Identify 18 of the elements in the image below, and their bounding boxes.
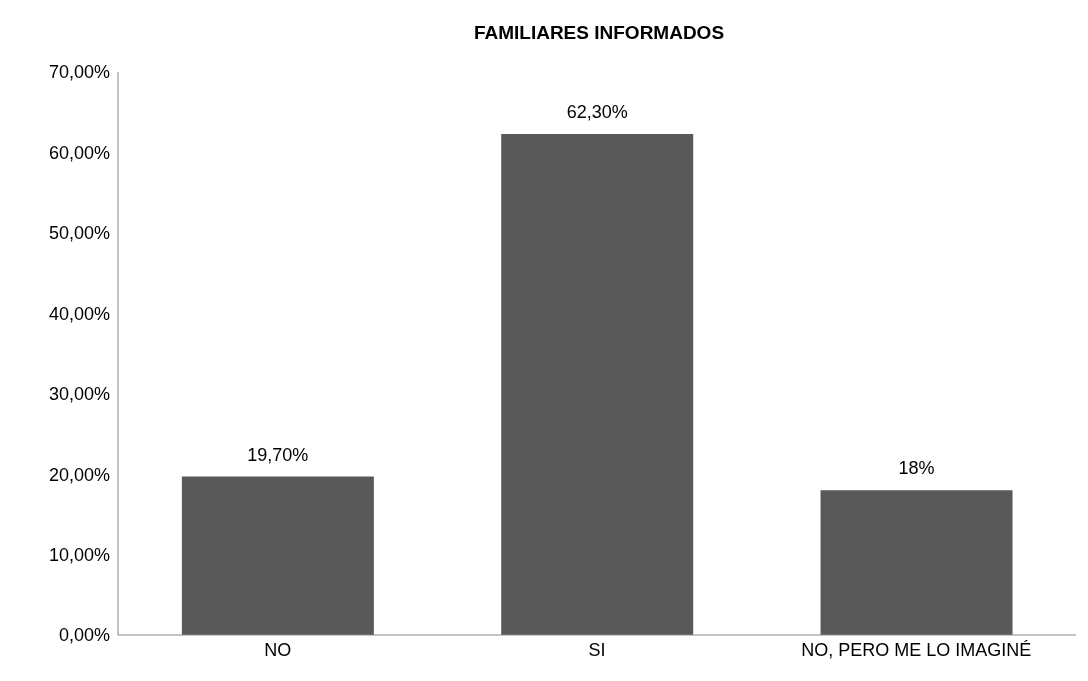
x-tick-label: NO xyxy=(264,639,292,660)
y-tick-label: 50,00% xyxy=(48,223,110,244)
y-tick-label: 0,00% xyxy=(58,625,110,646)
y-tick-label: 60,00% xyxy=(48,142,110,163)
bar xyxy=(181,476,374,635)
data-label: 18% xyxy=(898,458,935,479)
chart-title: FAMILIARES INFORMADOS xyxy=(472,22,726,44)
y-tick-label: 40,00% xyxy=(48,303,110,324)
x-tick-label: NO, PERO ME LO IMAGINÉ xyxy=(801,639,1032,660)
data-label: 62,30% xyxy=(566,101,628,122)
y-tick-label: 70,00% xyxy=(48,62,110,83)
x-tick-label: SI xyxy=(588,639,606,660)
y-tick-label: 20,00% xyxy=(48,464,110,485)
y-tick-label: 10,00% xyxy=(48,544,110,565)
y-tick-label: 30,00% xyxy=(48,384,110,405)
bar xyxy=(501,133,694,635)
data-label: 19,70% xyxy=(247,444,309,465)
bar xyxy=(820,490,1013,635)
